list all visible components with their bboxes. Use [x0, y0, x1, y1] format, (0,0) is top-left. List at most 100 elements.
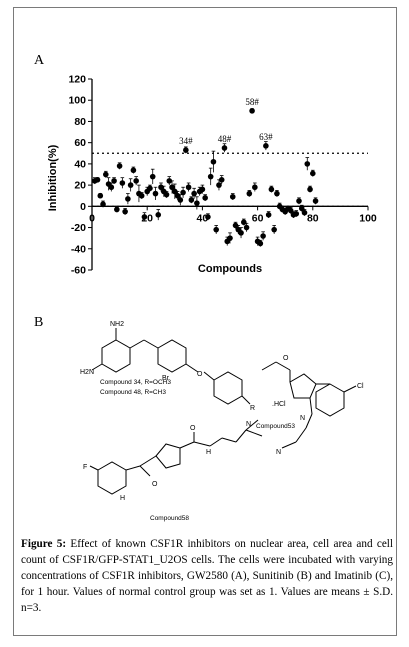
data-point — [122, 208, 128, 215]
indolinone-ring — [315, 383, 345, 417]
y-tick-label: -60 — [71, 265, 86, 277]
data-point — [158, 184, 164, 191]
fluoro-indolinone-ring — [97, 461, 127, 495]
f-label: F — [83, 464, 87, 471]
data-point — [177, 197, 184, 203]
data-point — [111, 178, 117, 184]
data-point — [130, 167, 137, 174]
data-point — [174, 192, 181, 199]
data-point — [166, 178, 173, 184]
h2n-label: H2N — [80, 369, 94, 376]
data-point — [232, 222, 239, 229]
data-point — [216, 182, 222, 188]
x-tick-label: 0 — [89, 212, 95, 224]
data-point — [268, 186, 275, 193]
nh2-label: NH2 — [110, 321, 124, 328]
pyrrole-ring — [289, 373, 317, 399]
data-point — [213, 226, 219, 233]
compound-48-label: Compound 48, R=CH3 — [100, 389, 166, 396]
caption-lead: Figure 5: — [21, 538, 67, 550]
y-tick-label: 20 — [74, 180, 86, 192]
data-point — [147, 185, 153, 192]
y-tick-label: 60 — [74, 137, 86, 149]
panel-a-label: A — [34, 53, 45, 68]
data-point — [191, 190, 197, 197]
x-tick-label: 100 — [359, 212, 377, 224]
y-tick-label: -20 — [71, 222, 86, 234]
compound-34-label: Compound 34, R=OCH3 — [100, 379, 171, 386]
data-point — [116, 163, 123, 169]
hcl-label: .HCl — [272, 401, 286, 408]
amide-n-label: H — [206, 449, 211, 456]
data-point — [119, 180, 126, 186]
x-ticks: 0 20 40 60 80 100 — [89, 205, 377, 224]
amide-o-label: O — [190, 425, 196, 432]
y-tick-label: 80 — [74, 116, 86, 128]
data-point — [263, 143, 269, 149]
y-tick-label: 120 — [68, 74, 86, 86]
data-point — [100, 201, 106, 208]
amine58-n-label: N — [246, 421, 251, 428]
compound-58-label: Compound58 — [150, 515, 189, 522]
data-point — [246, 190, 253, 197]
structure-compound-58 — [89, 419, 263, 495]
data-point — [298, 205, 305, 212]
data-point — [229, 193, 236, 200]
data-point — [307, 186, 313, 193]
x-tick-label: 20 — [141, 212, 153, 224]
data-point — [180, 189, 186, 196]
y-axis-title: Inhibition(%) — [47, 144, 59, 211]
indole-n-label: N — [300, 415, 305, 422]
annotations: 34# 48# 58# 63# — [179, 97, 273, 146]
r-label: R — [250, 405, 255, 412]
pyrrole-ring-58 — [155, 443, 181, 469]
data-point — [133, 178, 139, 184]
data-point — [312, 198, 319, 204]
data-point — [218, 177, 225, 183]
data-point — [238, 230, 244, 236]
x-tick-label: 40 — [197, 212, 209, 224]
data-point — [241, 219, 247, 226]
data-point — [141, 214, 148, 220]
structure-compound-53 — [261, 361, 357, 449]
data-point — [94, 177, 101, 183]
data-points — [91, 108, 319, 247]
panel-b-label: B — [34, 315, 43, 330]
error-bars — [92, 108, 318, 247]
pyrimidine-ring — [101, 339, 131, 373]
point-annotation: 34# — [179, 136, 193, 146]
data-point — [183, 147, 189, 153]
data-point — [207, 173, 214, 180]
data-point — [227, 235, 233, 241]
y-tick-label: -40 — [71, 243, 86, 255]
figure-frame — [13, 7, 397, 636]
data-point — [287, 207, 294, 214]
data-point — [194, 200, 200, 206]
ring-h-label: H — [120, 495, 125, 502]
data-point — [271, 226, 277, 233]
ester-o-label: O — [283, 355, 289, 362]
data-point — [296, 198, 302, 204]
y-tick-label: 40 — [74, 158, 86, 170]
data-point — [127, 182, 134, 188]
y-tick-label: 0 — [80, 201, 86, 213]
data-point — [97, 192, 104, 199]
benzyl-ring — [213, 371, 243, 405]
data-point — [172, 188, 178, 195]
data-point — [114, 206, 120, 213]
x-tick-label: 60 — [252, 212, 264, 224]
structure-compound-34-48 — [91, 328, 251, 405]
cl-label: Cl — [357, 383, 364, 390]
point-annotation: 48# — [218, 134, 232, 144]
data-point — [185, 184, 192, 191]
ether-o-label: O — [197, 371, 203, 378]
br-label: Br — [162, 375, 170, 382]
data-point — [152, 190, 159, 197]
data-point — [205, 214, 211, 220]
data-point — [108, 184, 115, 191]
data-point — [257, 240, 264, 247]
y-tick-label: 100 — [68, 95, 86, 107]
